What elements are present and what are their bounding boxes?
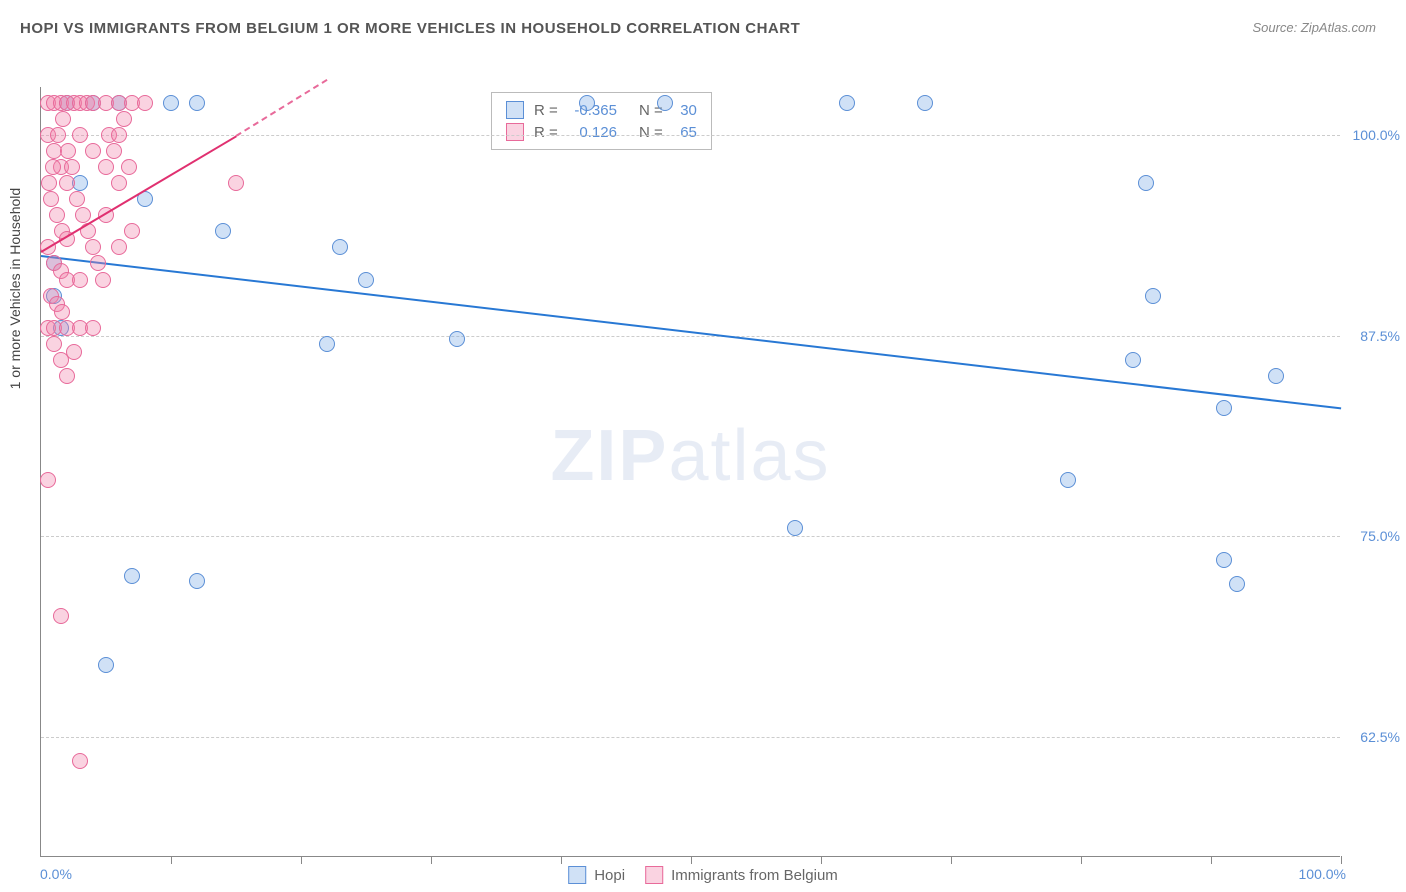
x-tick: [431, 856, 432, 864]
x-tick: [561, 856, 562, 864]
y-tick-label: 75.0%: [1360, 528, 1400, 544]
scatter-point: [46, 336, 62, 352]
scatter-point: [917, 95, 933, 111]
legend-stat-row: R = 0.126N = 65: [506, 121, 697, 143]
scatter-point: [90, 255, 106, 271]
trend-line: [41, 255, 1341, 409]
scatter-point: [59, 175, 75, 191]
scatter-point: [43, 191, 59, 207]
scatter-point: [189, 573, 205, 589]
x-axis-min-label: 0.0%: [40, 866, 72, 882]
chart-container: 1 or more Vehicles in Household ZIPatlas…: [0, 37, 1406, 887]
scatter-point: [163, 95, 179, 111]
legend-stats: R = -0.365N = 30R = 0.126N = 65: [491, 92, 712, 150]
scatter-point: [137, 95, 153, 111]
legend-swatch: [568, 866, 586, 884]
scatter-point: [64, 159, 80, 175]
scatter-point: [55, 111, 71, 127]
x-tick: [1341, 856, 1342, 864]
scatter-point: [75, 207, 91, 223]
legend-swatch: [506, 101, 524, 119]
scatter-point: [449, 331, 465, 347]
scatter-point: [332, 239, 348, 255]
scatter-point: [40, 472, 56, 488]
x-tick: [821, 856, 822, 864]
scatter-point: [228, 175, 244, 191]
y-tick-label: 87.5%: [1360, 328, 1400, 344]
x-tick: [1211, 856, 1212, 864]
scatter-point: [124, 223, 140, 239]
plot-area: ZIPatlas R = -0.365N = 30R = 0.126N = 65…: [40, 87, 1340, 857]
scatter-point: [60, 143, 76, 159]
legend-series-item: Immigrants from Belgium: [645, 866, 838, 884]
legend-swatch: [506, 123, 524, 141]
scatter-point: [53, 352, 69, 368]
trend-line: [235, 79, 327, 137]
chart-title: HOPI VS IMMIGRANTS FROM BELGIUM 1 OR MOR…: [20, 20, 800, 37]
scatter-point: [69, 191, 85, 207]
scatter-point: [98, 657, 114, 673]
legend-series: Hopi Immigrants from Belgium: [568, 866, 838, 884]
scatter-point: [98, 159, 114, 175]
scatter-point: [72, 753, 88, 769]
legend-series-label: Immigrants from Belgium: [671, 867, 838, 884]
y-axis-title: 1 or more Vehicles in Household: [7, 188, 23, 390]
scatter-point: [319, 336, 335, 352]
scatter-point: [116, 111, 132, 127]
scatter-point: [657, 95, 673, 111]
gridline: [41, 536, 1340, 537]
x-tick: [171, 856, 172, 864]
scatter-point: [41, 175, 57, 191]
scatter-point: [124, 568, 140, 584]
y-tick-label: 62.5%: [1360, 729, 1400, 745]
scatter-point: [72, 272, 88, 288]
x-tick: [691, 856, 692, 864]
scatter-point: [59, 368, 75, 384]
x-tick: [1081, 856, 1082, 864]
scatter-point: [1060, 472, 1076, 488]
scatter-point: [1216, 400, 1232, 416]
scatter-point: [1229, 576, 1245, 592]
scatter-point: [106, 143, 122, 159]
scatter-point: [111, 175, 127, 191]
legend-swatch: [645, 866, 663, 884]
scatter-point: [49, 207, 65, 223]
scatter-point: [839, 95, 855, 111]
source-label: Source: ZipAtlas.com: [1252, 20, 1376, 35]
legend-series-label: Hopi: [594, 867, 625, 884]
scatter-point: [1268, 368, 1284, 384]
scatter-point: [579, 95, 595, 111]
scatter-point: [85, 320, 101, 336]
scatter-point: [72, 127, 88, 143]
scatter-point: [787, 520, 803, 536]
scatter-point: [45, 159, 61, 175]
x-tick: [951, 856, 952, 864]
gridline: [41, 737, 1340, 738]
legend-series-item: Hopi: [568, 866, 625, 884]
scatter-point: [358, 272, 374, 288]
scatter-point: [1145, 288, 1161, 304]
x-axis-max-label: 100.0%: [1299, 866, 1346, 882]
scatter-point: [1216, 552, 1232, 568]
y-tick-label: 100.0%: [1353, 127, 1400, 143]
scatter-point: [111, 239, 127, 255]
scatter-point: [121, 159, 137, 175]
gridline: [41, 336, 1340, 337]
scatter-point: [111, 127, 127, 143]
scatter-point: [1138, 175, 1154, 191]
scatter-point: [53, 608, 69, 624]
scatter-point: [1125, 352, 1141, 368]
scatter-point: [189, 95, 205, 111]
scatter-point: [215, 223, 231, 239]
scatter-point: [50, 127, 66, 143]
x-tick: [301, 856, 302, 864]
scatter-point: [54, 304, 70, 320]
watermark: ZIPatlas: [550, 415, 830, 497]
scatter-point: [85, 239, 101, 255]
scatter-point: [85, 143, 101, 159]
scatter-point: [95, 272, 111, 288]
